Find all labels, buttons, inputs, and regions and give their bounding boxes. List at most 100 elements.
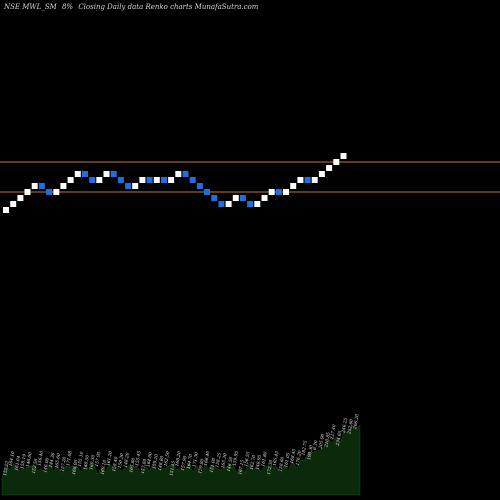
brick-up	[297, 177, 304, 183]
brick-up	[103, 171, 110, 177]
volume-label: 6.30	[313, 440, 320, 451]
brick-up	[67, 177, 74, 183]
volume-label: 157.80	[141, 458, 149, 474]
brick-down	[161, 177, 167, 183]
brick-size-label: 8%	[62, 3, 73, 11]
brick-up	[31, 183, 38, 189]
chart-header: NSE MWL_SM 8% Closing Daily data Renko c…	[3, 3, 259, 11]
volume-label: 164.00	[146, 452, 154, 468]
volume-label: 155.10	[78, 451, 86, 467]
volume-label: 190.30	[307, 445, 315, 461]
volume-label: 164.70	[187, 454, 195, 470]
volume-label: 205.90	[318, 433, 326, 450]
brick-up	[3, 207, 9, 213]
brick-up	[132, 183, 139, 189]
brick-up	[60, 183, 67, 189]
brick-up	[53, 189, 60, 195]
volume-label: 150.30	[118, 453, 126, 469]
volume-label: 159.80	[198, 458, 206, 474]
brick-down	[46, 189, 53, 195]
brick-down	[89, 177, 96, 183]
volume-label: 148.20	[124, 452, 132, 468]
brick-down	[110, 171, 117, 177]
volume-label: 144.36	[49, 452, 57, 468]
brick-down	[182, 171, 189, 177]
brick-up	[168, 177, 175, 183]
brick-down	[275, 189, 282, 195]
volume-label: 151.00	[210, 457, 218, 473]
volume-label: 146.50	[227, 456, 235, 472]
brick-up	[139, 177, 146, 183]
volume-label: 171.30	[192, 452, 200, 468]
volume-label: 167.15	[238, 459, 246, 475]
volume-label: 157.90	[181, 455, 189, 471]
brick-up	[340, 153, 347, 159]
volume-label: 168.20	[175, 451, 183, 467]
volume-label: 159.95	[233, 451, 241, 467]
level-lines	[0, 161, 500, 193]
description-label: Closing Daily data Renko charts MunafaSu…	[78, 3, 258, 11]
volume-label: 165.60	[55, 453, 63, 469]
brick-up	[24, 189, 31, 195]
volume-label: 176.20	[296, 450, 304, 466]
volume-label: 160.30	[89, 454, 97, 470]
volume-label: 161.20	[106, 451, 114, 467]
volume-label: 165.30	[221, 453, 229, 469]
brick-up	[311, 177, 318, 183]
brick-up	[96, 177, 103, 183]
volume-label: 157.20	[60, 456, 68, 472]
volume-label: 152.22	[3, 460, 11, 476]
brick-up	[268, 189, 275, 195]
brick-up	[318, 171, 325, 177]
volume-label: 171.08	[66, 451, 74, 467]
volume-label: 234.65	[336, 430, 344, 447]
brick-up	[290, 183, 297, 189]
brick-down	[189, 177, 196, 183]
volume-label: 169.10	[101, 459, 109, 475]
volume-area	[1, 424, 361, 496]
brick-up	[261, 195, 268, 201]
brick-down	[247, 201, 254, 207]
brick-down	[38, 183, 45, 189]
volume-label: 161.05	[284, 452, 292, 468]
volume-label: 252.60	[347, 419, 355, 436]
brick-up	[10, 201, 17, 207]
volume-label: 182.75	[301, 440, 309, 456]
volume-label: 158.60	[278, 456, 286, 472]
volume-label: 165.45	[273, 451, 281, 467]
volume-label: 168.00	[72, 459, 80, 475]
renko-bricks	[3, 153, 347, 213]
volume-label: 162.70	[250, 454, 258, 470]
volume-label: 156.40	[37, 450, 45, 466]
brick-up	[232, 195, 239, 201]
brick-up	[254, 201, 261, 207]
volume-label: 166.40	[204, 450, 212, 466]
brick-down	[304, 177, 311, 183]
volume-label: 161.80	[261, 451, 269, 467]
volume-area-shape	[1, 424, 361, 496]
brick-up	[17, 195, 24, 201]
brick-down	[196, 183, 203, 189]
brick-up	[326, 165, 333, 171]
volume-labels: 152.22164.10161.04158.19146.00152.56156.…	[3, 414, 361, 477]
volume-label: 158.40	[112, 456, 120, 472]
brick-up	[283, 189, 289, 195]
brick-down	[204, 189, 210, 195]
brick-down	[125, 183, 132, 189]
volume-label: 146.00	[43, 457, 51, 473]
volume-label: 156.55	[244, 451, 252, 467]
brick-down	[117, 177, 124, 183]
brick-down	[146, 177, 153, 183]
brick-up	[175, 171, 182, 177]
volume-label: 246.25	[341, 417, 349, 434]
volume-label: 159.20	[152, 454, 160, 470]
volume-label: 162.50	[164, 451, 172, 467]
volume-label: 164.10	[9, 451, 17, 467]
volume-label: 172.30	[267, 459, 275, 475]
volume-label: 210.85	[324, 432, 332, 449]
volume-label: 161.04	[15, 455, 23, 471]
volume-label: 168.45	[290, 448, 298, 464]
brick-down	[82, 171, 88, 177]
brick-up	[225, 201, 232, 207]
